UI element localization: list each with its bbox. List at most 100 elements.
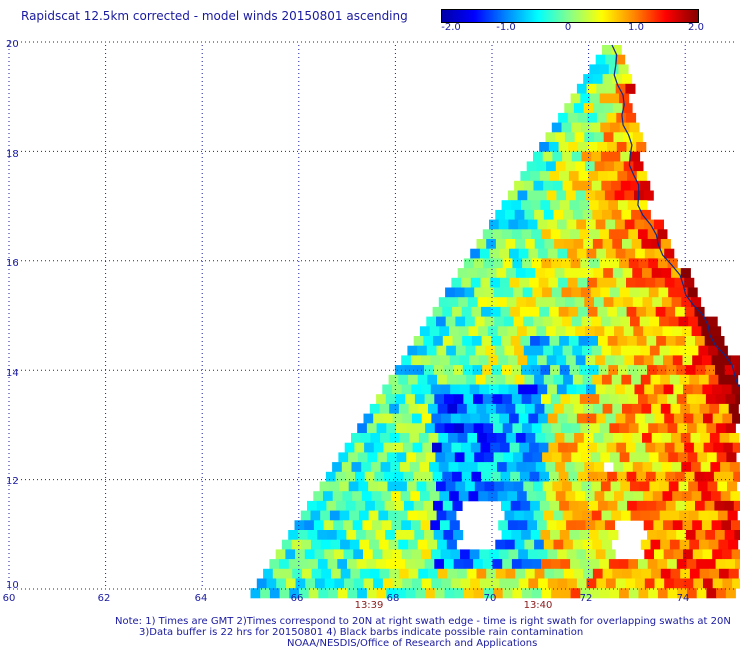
wind-cell [648, 423, 659, 434]
wind-cell [400, 462, 411, 473]
wind-cell [587, 442, 598, 453]
time-label-1339: 13:39 [354, 600, 384, 611]
lon-label-62: 62 [97, 593, 111, 604]
wind-cell [602, 209, 613, 220]
wind-cell [692, 520, 703, 531]
wind-cell [428, 403, 439, 414]
wind-cell [566, 219, 577, 230]
wind-cell [392, 549, 403, 560]
wind-cell [626, 442, 637, 453]
wind-cell [512, 588, 523, 599]
wind-cell [369, 403, 380, 414]
wind-cell [657, 394, 668, 405]
wind-cell [550, 559, 561, 570]
wind-cell [463, 588, 474, 599]
wind-cell [503, 481, 514, 492]
wind-cell [582, 539, 593, 550]
wind-cell [534, 209, 545, 220]
wind-cell [640, 180, 651, 191]
wind-cell [735, 559, 740, 570]
wind-cell [482, 559, 493, 570]
wind-cell [505, 209, 516, 220]
wind-cell [651, 433, 662, 444]
wind-cell [647, 229, 658, 240]
wind-cell [618, 394, 629, 405]
wind-cell [483, 588, 494, 599]
wind-cell [402, 413, 413, 424]
wind-cell [593, 268, 604, 279]
wind-cell [367, 452, 378, 463]
wind-cell [498, 520, 509, 531]
wind-cell [638, 229, 649, 240]
wind-cell [563, 209, 574, 220]
wind-cell [575, 326, 586, 337]
wind-cell [652, 462, 663, 473]
wind-cell [508, 549, 519, 560]
wind-cell [479, 413, 490, 424]
wind-cell [684, 471, 695, 482]
wind-cell [589, 559, 600, 570]
wind-cell [364, 471, 375, 482]
wind-cell [482, 394, 493, 405]
wind-cell [288, 559, 299, 570]
wind-cell [586, 384, 597, 395]
wind-cell [707, 452, 718, 463]
wind-cell [651, 568, 662, 579]
wind-cell [343, 520, 354, 531]
wind-cell [474, 452, 485, 463]
wind-cell [614, 491, 625, 502]
wind-cell [675, 306, 686, 317]
wind-cell [476, 403, 487, 414]
wind-cell [501, 500, 512, 511]
wind-cell [387, 481, 398, 492]
wind-cell [547, 578, 558, 589]
wind-cell [646, 336, 657, 347]
wind-cell [607, 471, 618, 482]
wind-cell [637, 365, 648, 376]
wind-cell [406, 452, 417, 463]
wind-cell [703, 413, 714, 424]
wind-cell [588, 530, 599, 541]
wind-cell [568, 500, 579, 511]
wind-cell [593, 433, 604, 444]
wind-cell [671, 297, 682, 308]
wind-cell [681, 462, 692, 473]
wind-cell [571, 481, 582, 492]
wind-cell [632, 462, 643, 473]
wind-cell [448, 462, 459, 473]
wind-cell [632, 132, 643, 143]
wind-cell [384, 500, 395, 511]
swath-cells [250, 45, 740, 599]
wind-cell [717, 345, 728, 356]
wind-cell [488, 355, 499, 366]
wind-cell [732, 578, 740, 589]
wind-cell [503, 452, 514, 463]
wind-cell [613, 132, 624, 143]
wind-cell [622, 103, 633, 114]
wind-cell [668, 481, 679, 492]
wind-cell [586, 578, 597, 589]
wind-cell [639, 316, 650, 327]
wind-cell [485, 374, 496, 385]
wind-cell [442, 500, 453, 511]
wind-cell [638, 423, 649, 434]
wind-cell [721, 384, 732, 395]
wind-cell [595, 549, 606, 560]
wind-cell [681, 491, 692, 502]
wind-cell [407, 345, 418, 356]
wind-cell [667, 394, 678, 405]
wind-cell [675, 336, 686, 347]
wind-cell [525, 433, 536, 444]
wind-cell [630, 151, 641, 162]
wind-cell [589, 229, 600, 240]
wind-cell [502, 559, 513, 570]
wind-cell [340, 568, 351, 579]
wind-cell [552, 180, 563, 191]
wind-cell [537, 355, 548, 366]
wind-cell [428, 433, 439, 444]
wind-cell [598, 171, 609, 182]
wind-cell [612, 568, 623, 579]
wind-cell [489, 578, 500, 589]
wind-cell [429, 326, 440, 337]
wind-cell [490, 277, 501, 288]
